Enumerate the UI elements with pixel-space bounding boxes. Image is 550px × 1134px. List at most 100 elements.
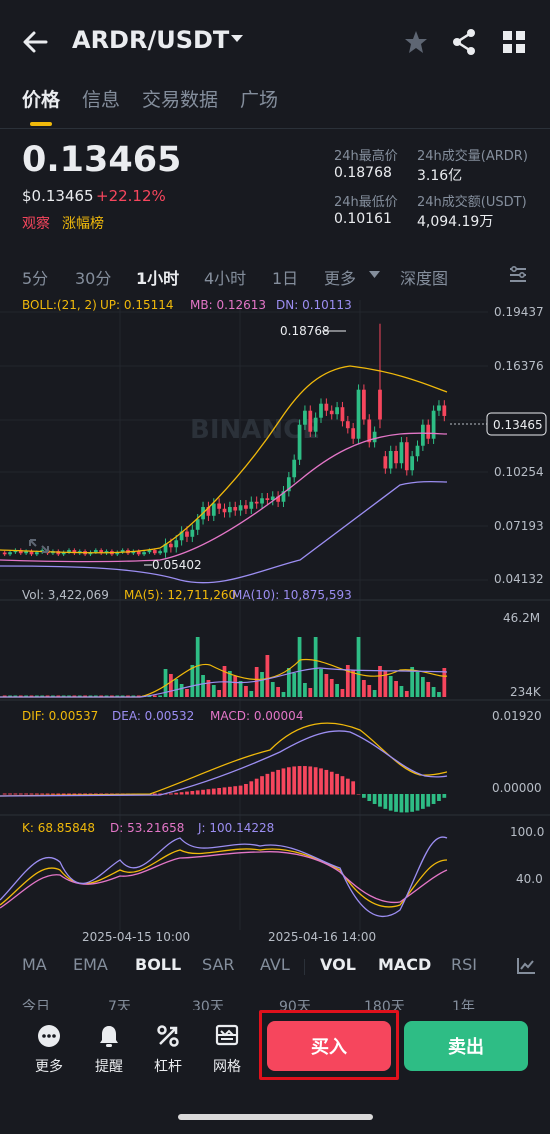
indicator-ema[interactable]: EMA [73,955,108,974]
macd-bar [174,792,179,795]
kdj-j-line [0,836,448,918]
candle-body [276,496,280,502]
macd-bar [378,794,382,807]
buy-button[interactable]: 买入 [267,1021,391,1071]
indicator-vol[interactable]: VOL [320,955,356,974]
indicator-avl[interactable]: AVL [260,955,290,974]
chevron-down-icon[interactable] [230,34,244,44]
interval-5m[interactable]: 5分 [22,269,49,288]
macd-axis-zero: 0.00000 [492,781,542,795]
grid-button[interactable]: 网格 [205,1024,249,1076]
macd-bar [313,767,318,795]
tab-info[interactable]: 信息 [82,89,121,111]
alert-button[interactable]: 提醒 [87,1024,131,1076]
candle-body [351,428,356,439]
candle-body [227,507,232,513]
volume-bar [51,695,55,697]
candle-body [335,407,339,415]
volume-bar [217,690,222,697]
interval-more[interactable]: 更多 [324,269,357,288]
volume-bar [420,677,425,697]
leverage-button[interactable]: 杠杆 [146,1024,190,1076]
candle-body [8,552,12,555]
interval-1h[interactable]: 1小时 [136,269,180,288]
indicator-ma[interactable]: MA [22,955,47,974]
macd-bar [254,778,259,795]
stat-high-value: 0.18768 [334,165,392,181]
candle-body [131,551,136,554]
volume-bar [308,688,313,697]
candle-body [244,505,248,509]
macd-bar [233,786,238,795]
candle-body [136,551,141,555]
tab-square[interactable]: 广场 [240,89,279,111]
candle-body [34,552,39,555]
volume-bar [394,681,398,697]
depth-chart-tab[interactable]: 深度图 [400,269,449,288]
volume-bar [77,695,82,697]
tag-watch[interactable]: 观察 [22,216,50,232]
indicator-sar[interactable]: SAR [202,955,235,974]
kline-chart[interactable]: BINANCE 0.13465 0.18768 0.05402 0.19437 … [0,296,550,946]
macd-bar [399,794,404,813]
macd-bar [265,773,270,795]
boll-mb: MB: 0.12613 [190,298,267,312]
candle-body [340,407,345,422]
chart-settings-icon[interactable] [508,266,528,284]
candle-body [2,552,7,555]
candle-body [142,552,146,555]
candle-body [24,551,29,554]
chevron-down-icon[interactable] [369,271,380,279]
macd-bars [0,722,448,813]
macd-bar [426,794,431,807]
macd-bar [340,776,345,795]
volume-bar [67,695,71,697]
layout-grid-icon[interactable] [502,30,526,54]
tag-gainers[interactable]: 涨幅榜 [62,216,104,232]
macd-bar [8,793,12,795]
macd-bar [286,767,291,795]
more-label: 更多 [35,1059,63,1075]
macd-bar [190,791,195,795]
interval-4h[interactable]: 4小时 [204,269,247,288]
range-1y[interactable]: 1年 [452,999,475,1010]
volume-bar [61,695,66,697]
share-icon[interactable] [451,28,477,56]
tab-price[interactable]: 价格 [22,86,60,128]
volume-bar [362,680,366,697]
range-180d[interactable]: 180天 [364,999,405,1010]
indicator-boll[interactable]: BOLL [135,955,182,974]
pair-title[interactable]: ARDR/USDT [72,26,230,54]
candle-body [152,550,157,554]
candle-body [61,552,66,555]
macd-bar [201,789,205,795]
indicator-rsi[interactable]: RSI [451,955,477,974]
candle-body [163,543,168,553]
macd-bar [18,793,23,795]
kdj-j: J: 100.14228 [198,821,275,835]
range-90d[interactable]: 90天 [279,999,311,1010]
range-today[interactable]: 今日 [22,999,50,1010]
back-arrow-icon[interactable] [20,28,50,56]
sell-button[interactable]: 卖出 [404,1021,528,1071]
range-30d[interactable]: 30天 [192,999,224,1010]
volume-bar [206,680,211,697]
last-price: 0.13465 [22,140,182,180]
indicator-macd[interactable]: MACD [378,955,432,974]
home-indicator [178,1114,373,1120]
grid-trading-icon [215,1024,239,1046]
macd-bar [222,787,227,795]
volume-bar [169,674,173,697]
indicator-settings-icon[interactable] [516,957,536,975]
range-7d[interactable]: 7天 [108,999,131,1010]
more-button[interactable]: 更多 [27,1024,71,1076]
vol-ma10: MA(10): 10,875,593 [232,588,352,602]
volume-bar [131,695,136,697]
interval-1d[interactable]: 1日 [272,269,299,288]
tab-trade-data[interactable]: 交易数据 [142,89,219,111]
interval-30m[interactable]: 30分 [75,269,112,288]
favorite-star-icon[interactable] [402,28,430,56]
candle-body [367,419,372,443]
expand-icon[interactable] [29,539,49,553]
volume-bar [340,689,345,697]
